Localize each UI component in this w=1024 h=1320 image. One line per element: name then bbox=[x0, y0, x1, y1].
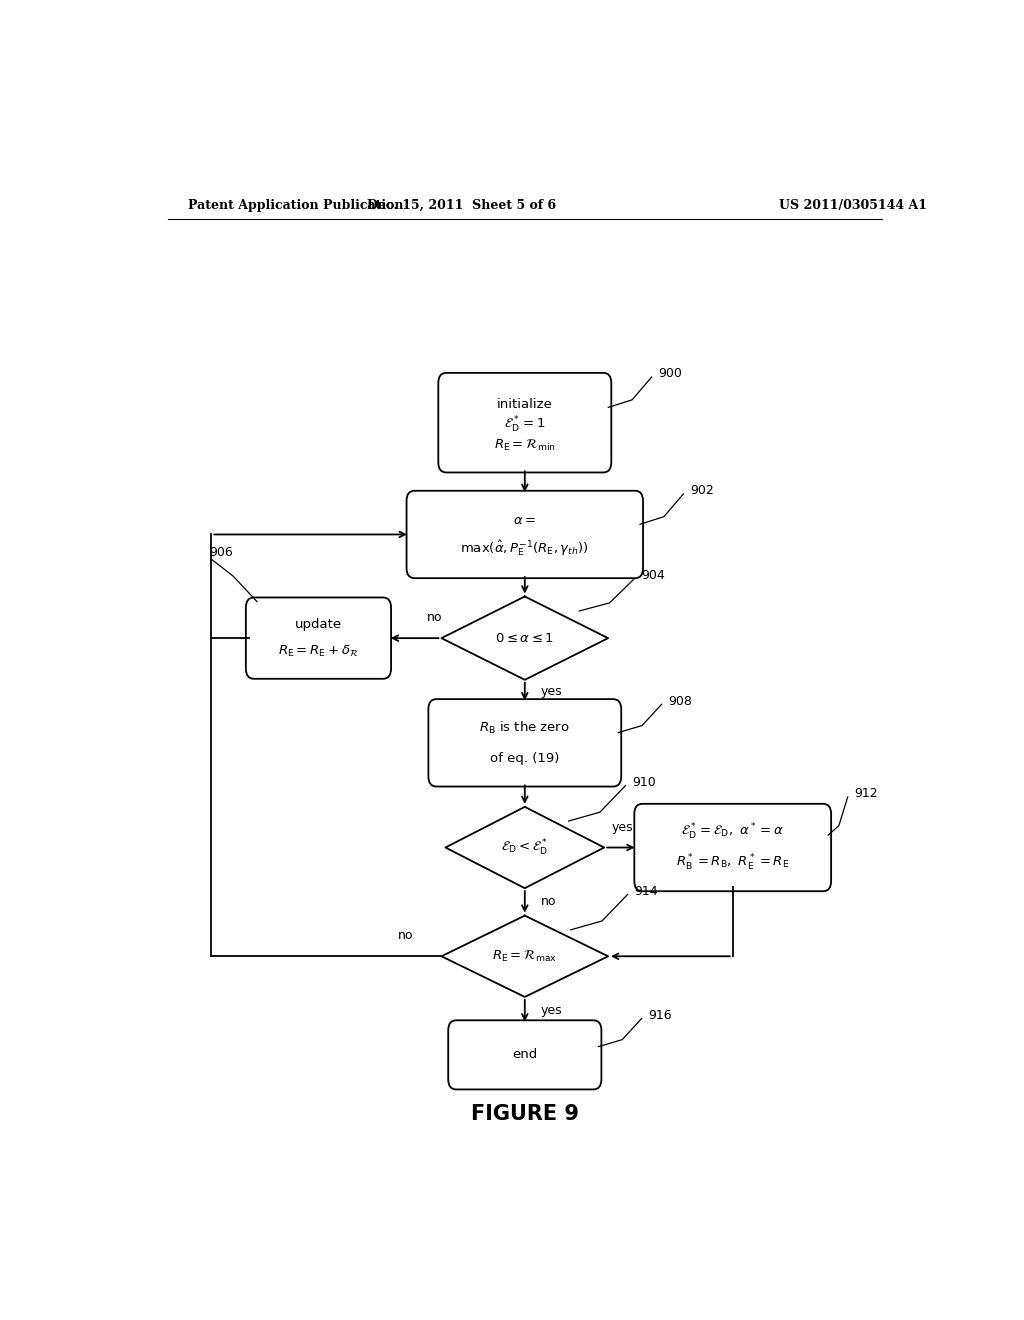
Text: 914: 914 bbox=[634, 884, 657, 898]
Text: $\alpha =$: $\alpha =$ bbox=[513, 513, 537, 527]
Text: 912: 912 bbox=[854, 787, 878, 800]
Polygon shape bbox=[445, 807, 604, 888]
Text: initialize: initialize bbox=[497, 397, 553, 411]
Text: $0 \leq \alpha \leq 1$: $0 \leq \alpha \leq 1$ bbox=[496, 632, 554, 644]
Text: FIGURE 9: FIGURE 9 bbox=[471, 1104, 579, 1123]
Text: no: no bbox=[541, 895, 556, 908]
Text: $\mathcal{E}^*_\mathrm{D} = 1$: $\mathcal{E}^*_\mathrm{D} = 1$ bbox=[504, 414, 546, 434]
Text: no: no bbox=[427, 611, 442, 624]
Text: yes: yes bbox=[541, 685, 562, 698]
Polygon shape bbox=[441, 597, 608, 680]
FancyBboxPatch shape bbox=[438, 372, 611, 473]
Text: yes: yes bbox=[612, 821, 634, 834]
Text: US 2011/0305144 A1: US 2011/0305144 A1 bbox=[778, 198, 927, 211]
Text: 904: 904 bbox=[641, 569, 665, 582]
Text: 910: 910 bbox=[632, 776, 655, 789]
Text: $R^*_\mathrm{B} = R_\mathrm{B},\ R^*_\mathrm{E} = R_\mathrm{E}$: $R^*_\mathrm{B} = R_\mathrm{B},\ R^*_\ma… bbox=[676, 853, 790, 873]
Text: 906: 906 bbox=[209, 546, 233, 560]
Text: Dec. 15, 2011  Sheet 5 of 6: Dec. 15, 2011 Sheet 5 of 6 bbox=[367, 198, 556, 211]
Polygon shape bbox=[441, 916, 608, 997]
Text: $\mathrm{max}(\hat{\alpha}, P^{-1}_\mathrm{E}(R_\mathrm{E}, \gamma_{th}))$: $\mathrm{max}(\hat{\alpha}, P^{-1}_\math… bbox=[461, 537, 589, 557]
Text: $R_\mathrm{B}$ is the zero: $R_\mathrm{B}$ is the zero bbox=[479, 719, 570, 735]
Text: Patent Application Publication: Patent Application Publication bbox=[187, 198, 403, 211]
Text: 900: 900 bbox=[658, 367, 682, 380]
Text: end: end bbox=[512, 1048, 538, 1061]
Text: of eq. (19): of eq. (19) bbox=[490, 751, 559, 764]
Text: update: update bbox=[295, 619, 342, 631]
Text: 908: 908 bbox=[668, 694, 692, 708]
FancyBboxPatch shape bbox=[407, 491, 643, 578]
FancyBboxPatch shape bbox=[634, 804, 831, 891]
Text: no: no bbox=[398, 929, 414, 942]
Text: $\mathcal{E}^*_\mathrm{D} = \mathcal{E}_\mathrm{D},\ \alpha^* = \alpha$: $\mathcal{E}^*_\mathrm{D} = \mathcal{E}_… bbox=[681, 822, 784, 842]
FancyBboxPatch shape bbox=[449, 1020, 601, 1089]
Text: yes: yes bbox=[541, 1005, 562, 1018]
Text: $R_\mathrm{E} = \mathcal{R}_\mathrm{max}$: $R_\mathrm{E} = \mathcal{R}_\mathrm{max}… bbox=[493, 949, 557, 964]
FancyBboxPatch shape bbox=[428, 700, 622, 787]
Text: $\mathcal{E}_\mathrm{D} < \mathcal{E}^*_\mathrm{D}$: $\mathcal{E}_\mathrm{D} < \mathcal{E}^*_… bbox=[501, 837, 549, 858]
Text: 902: 902 bbox=[690, 484, 714, 498]
Text: $R_\mathrm{E} = \mathcal{R}_\mathrm{min}$: $R_\mathrm{E} = \mathcal{R}_\mathrm{min}… bbox=[494, 437, 556, 453]
Text: $R_\mathrm{E} = R_\mathrm{E} + \delta_\mathcal{R}$: $R_\mathrm{E} = R_\mathrm{E} + \delta_\m… bbox=[278, 644, 359, 659]
FancyBboxPatch shape bbox=[246, 598, 391, 678]
Text: 916: 916 bbox=[648, 1008, 672, 1022]
